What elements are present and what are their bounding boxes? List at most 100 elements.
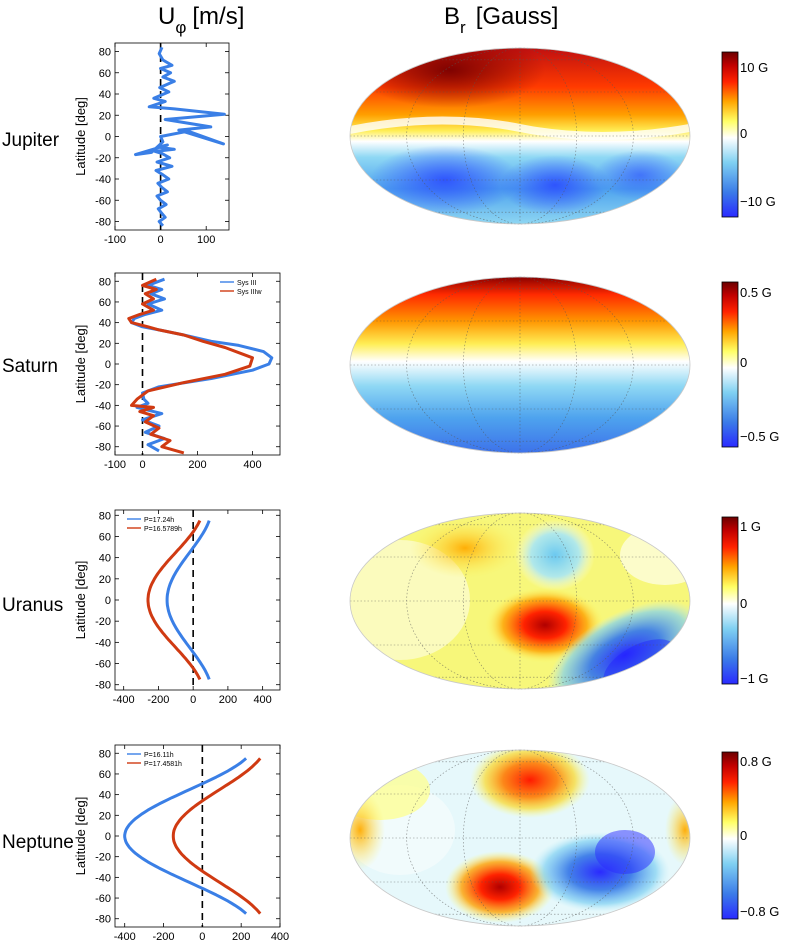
colorbar-mid-label: 0 [740,355,747,370]
uranus-colorbar: 1 G 0 −1 G [721,516,769,686]
axes-frame [114,744,281,928]
saturn-colorbar: 0.5 G 0 −0.5 G [721,281,779,448]
x-tick-label: 0 [139,459,145,471]
y-tick-label: -20 [95,616,111,628]
legend-label: Sys III [237,280,257,287]
x-tick-label: 0 [199,931,205,943]
x-tick-label: 0 [190,694,196,706]
y-tick-label: -40 [95,400,111,412]
y-tick-label: -20 [95,852,111,864]
legend-label: P=17.24h [144,517,174,524]
axes-frame [114,272,281,456]
left-column-header: Uφ [m/s] [158,3,244,37]
y-tick-label: -80 [95,442,111,454]
colorbar-mid-label: 0 [740,828,747,843]
x-tick-label: -100 [104,459,126,471]
colorbar-max-label: 0.5 G [740,285,772,300]
y-tick-label: 60 [99,297,111,309]
y-tick-label: -80 [95,217,111,229]
y-tick-label: 80 [99,47,111,59]
y-tick-label: 80 [99,748,111,760]
series-line [171,757,262,915]
meridian [519,276,634,454]
planet-label-uranus: Uranus [2,595,63,616]
x-tick-label: -400 [114,931,136,943]
y-tick-label: 20 [99,574,111,586]
meridian [519,47,634,225]
y-tick-label: -60 [95,659,111,671]
y-tick-label: 0 [105,595,111,607]
x-tick-label: 400 [271,931,289,943]
uranus-field-map [349,512,691,690]
y-tick-label: -80 [95,914,111,926]
planet-label-saturn: Saturn [2,356,58,377]
y-tick-label: 60 [99,68,111,80]
y-tick-label: 0 [105,359,111,371]
x-tick-label: -400 [113,694,135,706]
y-tick-label: -60 [95,893,111,905]
y-axis-label: Latitude [deg] [73,797,88,876]
saturn-wind-profile: -80 -60 -40 -20 0 20 40 60 80 -100 0 200 400 Latitude… [73,272,281,471]
y-tick-label: -60 [95,421,111,433]
planet-label-neptune: Neptune [2,832,74,853]
neptune-field-map [349,749,691,927]
y-tick-label: -80 [95,680,111,692]
y-tick-label: -40 [95,637,111,649]
planet-label-jupiter: Jupiter [2,130,60,151]
colorbar-max-label: 0.8 G [740,754,772,769]
colorbar-min-label: −1 G [740,671,769,686]
colorbar-min-label: −0.8 G [740,904,779,919]
colorbar-max-label: 1 G [740,519,761,534]
y-tick-label: 60 [99,531,111,543]
x-tick-label: -200 [153,931,175,943]
x-tick-label: 200 [232,931,250,943]
colorbar-mid-label: 0 [740,126,747,141]
neptune-colorbar: 0.8 G 0 −0.8 G [721,751,779,920]
legend-label: P=16.5789h [144,526,182,533]
x-tick-label: 400 [243,459,261,471]
y-tick-label: 40 [99,318,111,330]
y-axis-label: Latitude [deg] [73,561,88,640]
x-tick-label: -100 [104,234,126,246]
series-line [165,520,211,680]
legend-label: Sys IIIw [237,289,262,296]
y-axis-label: Latitude [deg] [73,97,88,176]
y-tick-label: 20 [99,810,111,822]
meridian [519,512,634,690]
y-tick-label: -20 [95,153,111,165]
colorbar-min-label: −10 G [740,194,776,209]
x-tick-label: 200 [219,694,237,706]
series-line [130,277,274,453]
axes-frame [114,42,230,231]
x-tick-label: -200 [147,694,169,706]
y-tick-label: -60 [95,195,111,207]
y-tick-label: 40 [99,89,111,101]
x-tick-label: 100 [197,234,215,246]
legend-label: P=16.11h [144,752,174,759]
y-axis-label: Latitude [deg] [73,325,88,404]
y-tick-label: -20 [95,380,111,392]
y-tick-label: -40 [95,174,111,186]
x-tick-label: 0 [158,234,164,246]
y-tick-label: 20 [99,338,111,350]
series-line [127,277,254,455]
legend-label: P=17.4581h [144,761,182,768]
x-tick-label: 200 [188,459,206,471]
y-tick-label: 80 [99,510,111,522]
y-tick-label: 60 [99,769,111,781]
y-tick-label: 80 [99,276,111,288]
jupiter-colorbar: 10 G 0 −10 G [721,51,776,218]
y-tick-label: 0 [105,132,111,144]
y-tick-label: 40 [99,553,111,565]
colorbar-max-label: 10 G [740,60,768,75]
y-tick-label: 0 [105,831,111,843]
y-tick-label: 20 [99,110,111,122]
axes-frame [114,509,281,691]
y-tick-label: -40 [95,872,111,884]
jupiter-field-map [349,47,691,225]
jupiter-wind-profile: -80 -60 -40 -20 0 20 40 60 80 -100 0 100 Latitude [d… [73,42,230,246]
x-tick-label: 400 [253,694,271,706]
